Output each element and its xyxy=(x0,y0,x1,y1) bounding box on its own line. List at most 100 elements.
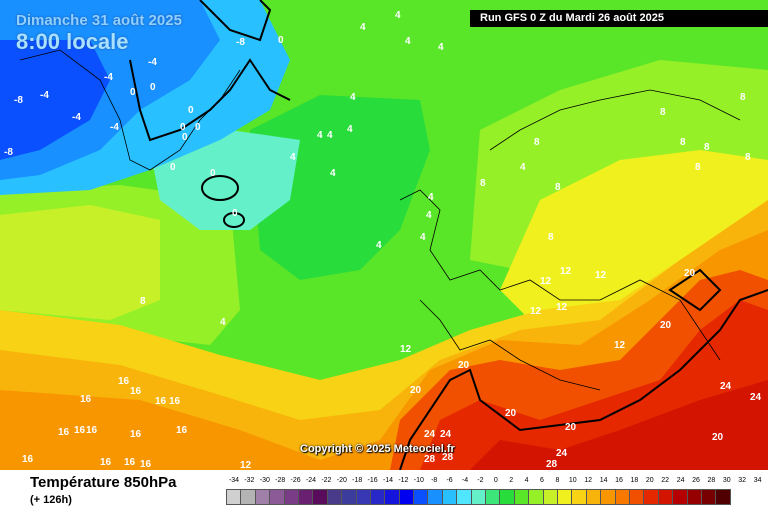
map-value-label: 20 xyxy=(712,432,724,443)
legend-swatch xyxy=(269,489,285,505)
map-value-label: 28 xyxy=(424,454,436,465)
map-value-label: 28 xyxy=(442,452,454,463)
map-value-label: 8 xyxy=(555,182,561,193)
map-value-label: 16 xyxy=(169,396,181,407)
copyright-text: Copyright © 2025 Meteociel.fr xyxy=(300,443,455,455)
legend-swatch xyxy=(355,489,371,505)
legend-tick: 28 xyxy=(707,477,716,484)
map-value-label: 0 xyxy=(188,105,194,116)
legend-tick: -8 xyxy=(431,477,438,484)
map-value-label: 20 xyxy=(505,408,517,419)
map-value-label: 12 xyxy=(595,270,607,281)
map-value-label: -8 xyxy=(236,37,245,48)
legend-tick: -28 xyxy=(275,477,286,484)
map-value-label: 8 xyxy=(740,92,746,103)
map-value-label: 4 xyxy=(327,130,333,141)
isotherm-0-ring xyxy=(201,175,239,201)
legend-swatch xyxy=(600,489,616,505)
legend-tick: -26 xyxy=(290,477,301,484)
map-value-label: 4 xyxy=(350,92,356,103)
legend-swatch xyxy=(312,489,328,505)
legend-swatch xyxy=(513,489,530,505)
map-value-label: 24 xyxy=(440,429,452,440)
legend-swatch xyxy=(571,489,587,505)
map-value-label: 20 xyxy=(410,385,422,396)
color-legend xyxy=(226,489,731,505)
zone-10-12-east xyxy=(500,150,768,330)
legend-swatch xyxy=(614,489,630,505)
legend-tick: 8 xyxy=(555,477,560,484)
coastline-europe xyxy=(399,89,741,391)
legend-tick: 26 xyxy=(692,477,700,484)
legend-tick: 24 xyxy=(676,477,685,484)
map-value-label: 16 xyxy=(176,425,188,436)
legend-swatch xyxy=(643,489,659,505)
legend-swatch xyxy=(542,489,558,505)
legend-swatch xyxy=(700,489,717,505)
legend-swatch xyxy=(628,489,645,505)
legend-tick: -22 xyxy=(321,477,332,484)
legend-swatch xyxy=(657,489,674,505)
map-value-label: 24 xyxy=(750,392,762,403)
legend-tick: -24 xyxy=(305,477,317,484)
legend-swatch xyxy=(686,489,702,505)
map-value-label: 0 xyxy=(195,122,201,133)
map-value-label: 4 xyxy=(220,317,226,328)
legend-swatch xyxy=(240,489,256,505)
legend-tick: 16 xyxy=(615,477,623,484)
map-value-label: 16 xyxy=(140,459,152,470)
map-value-label: 12 xyxy=(614,340,626,351)
map-value-label: 24 xyxy=(424,429,436,440)
map-value-label: 0 xyxy=(278,35,284,46)
legend-swatch xyxy=(341,489,357,505)
zone-cold-deepest xyxy=(0,40,110,160)
map-value-label: 8 xyxy=(745,152,751,163)
legend-swatch xyxy=(715,489,731,505)
map-value-label: 0 xyxy=(232,208,238,219)
map-value-label: 0 xyxy=(180,122,186,133)
map-value-label: 12 xyxy=(556,302,568,313)
map-value-label: 24 xyxy=(556,448,568,459)
map-value-label: 20 xyxy=(458,360,470,371)
forecast-lead: (+ 126h) xyxy=(30,494,72,506)
legend-swatch xyxy=(413,489,429,505)
map-value-label: 8 xyxy=(704,142,710,153)
legend-tick: -32 xyxy=(244,477,255,484)
zone-8-12 xyxy=(0,205,160,320)
legend-swatch xyxy=(441,489,458,505)
map-value-label: 4 xyxy=(395,10,401,21)
legend-tick: 14 xyxy=(599,477,608,484)
map-value-label: 16 xyxy=(100,457,112,468)
map-value-label: 16 xyxy=(130,386,142,397)
map-value-label: -4 xyxy=(104,72,113,83)
legend-tick: 6 xyxy=(540,477,544,484)
map-value-label: 4 xyxy=(360,22,366,33)
map-value-label: 4 xyxy=(330,168,336,179)
map-value-label: 4 xyxy=(428,192,434,203)
map-value-label: 4 xyxy=(347,124,353,135)
legend-swatch xyxy=(283,489,299,505)
legend-tick: 12 xyxy=(584,477,593,484)
legend-swatch xyxy=(672,489,688,505)
legend-tick: 10 xyxy=(568,477,577,484)
map-value-label: 4 xyxy=(438,42,444,53)
legend-tick: -34 xyxy=(228,477,240,484)
map-value-label: 16 xyxy=(130,429,142,440)
map-value-label: 28 xyxy=(546,459,558,470)
map-value-label: -4 xyxy=(72,112,81,123)
legend-swatch xyxy=(254,489,271,505)
legend-swatch xyxy=(398,489,415,505)
map-value-label: -4 xyxy=(40,90,49,101)
forecast-time: 8:00 locale xyxy=(16,29,129,54)
map-value-label: 16 xyxy=(58,427,70,438)
legend-swatch xyxy=(585,489,602,505)
map-value-label: 8 xyxy=(140,296,146,307)
legend-tick: -10 xyxy=(413,477,424,484)
legend-tick: 2 xyxy=(509,477,514,484)
map-value-label: 16 xyxy=(155,396,167,407)
map-value-label: 8 xyxy=(534,137,540,148)
legend-tick: 18 xyxy=(630,477,639,484)
legend-swatch xyxy=(297,489,314,505)
legend-swatch xyxy=(528,489,544,505)
